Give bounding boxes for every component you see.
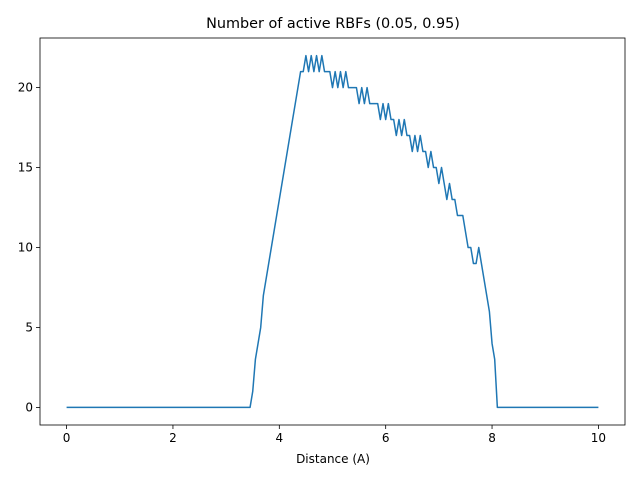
x-tick-label: 4 [275,431,283,445]
y-tick-label: 20 [18,81,33,95]
y-tick-label: 15 [18,161,33,175]
y-tick-label: 0 [25,400,33,414]
x-axis-label: Distance (A) [296,452,370,466]
y-tick-label: 5 [25,320,33,334]
x-tick-label: 6 [382,431,390,445]
axes-frame [39,37,626,426]
x-tick-label: 2 [169,431,177,445]
x-tick-label: 10 [591,431,606,445]
y-tick-label: 10 [18,240,33,254]
chart-title: Number of active RBFs (0.05, 0.95) [206,16,460,32]
x-tick-label: 8 [488,431,496,445]
data-line [66,54,599,409]
x-tick-label: 0 [63,431,71,445]
